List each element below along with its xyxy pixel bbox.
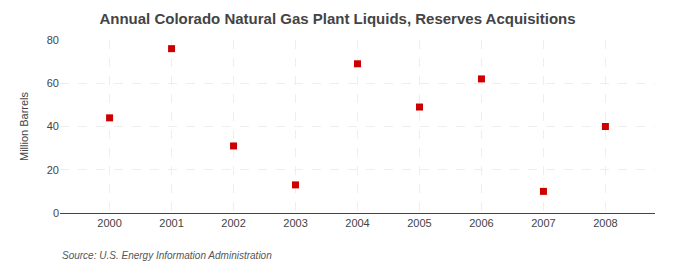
svg-text:Source: U.S. Energy Informatio: Source: U.S. Energy Information Administ… [62, 250, 272, 261]
svg-text:Million Barrels: Million Barrels [18, 91, 30, 161]
svg-text:60: 60 [47, 77, 59, 89]
svg-text:Annual Colorado Natural Gas Pl: Annual Colorado Natural Gas Plant Liquid… [99, 10, 575, 27]
svg-text:2002: 2002 [221, 217, 245, 229]
svg-text:2007: 2007 [531, 217, 555, 229]
svg-text:80: 80 [47, 34, 59, 46]
svg-text:2000: 2000 [97, 217, 121, 229]
svg-text:2005: 2005 [407, 217, 431, 229]
svg-text:2003: 2003 [283, 217, 307, 229]
svg-text:2006: 2006 [469, 217, 493, 229]
svg-text:2008: 2008 [593, 217, 617, 229]
svg-text:0: 0 [53, 207, 59, 219]
svg-text:40: 40 [47, 120, 59, 132]
svg-text:2004: 2004 [345, 217, 369, 229]
svg-text:2001: 2001 [159, 217, 183, 229]
svg-text:20: 20 [47, 164, 59, 176]
